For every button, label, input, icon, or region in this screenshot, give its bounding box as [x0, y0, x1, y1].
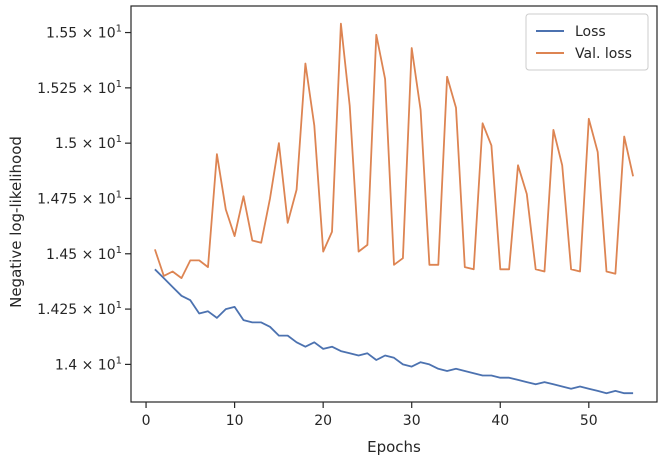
y-tick-label: 1.475 × 101 — [37, 189, 122, 207]
series-line-0 — [154, 268, 634, 395]
x-tick-label: 30 — [403, 413, 421, 429]
series-line-1 — [154, 22, 634, 280]
x-tick-label: 0 — [142, 413, 151, 429]
x-tick-label: 10 — [226, 413, 244, 429]
y-tick-label: 1.55 × 101 — [46, 24, 122, 42]
x-axis: 0 10 20 30 40 50 — [142, 402, 598, 429]
legend: Loss Val. loss — [525, 13, 649, 71]
y-axis: 1.4 × 101 1.425 × 101 1.45 × 101 1.475 × 10… — [37, 24, 131, 373]
legend-box — [525, 13, 649, 71]
plot-area — [130, 5, 658, 403]
y-tick-label: 1.525 × 101 — [37, 79, 122, 97]
y-tick-label: 1.5 × 101 — [55, 134, 122, 152]
y-axis-label: Negative log-likelihood — [7, 136, 25, 308]
x-tick-label: 40 — [491, 413, 509, 429]
y-tick-label: 1.45 × 101 — [46, 245, 122, 263]
plot-frame — [130, 5, 658, 403]
y-tick-label: 1.425 × 101 — [37, 300, 122, 318]
legend-label-0: Loss — [575, 24, 606, 40]
x-tick-label: 50 — [580, 413, 598, 429]
x-axis-label: Epochs — [367, 438, 421, 456]
y-tick-label: 1.4 × 101 — [55, 355, 122, 373]
x-tick-label: 20 — [314, 413, 332, 429]
legend-label-1: Val. loss — [575, 46, 632, 62]
